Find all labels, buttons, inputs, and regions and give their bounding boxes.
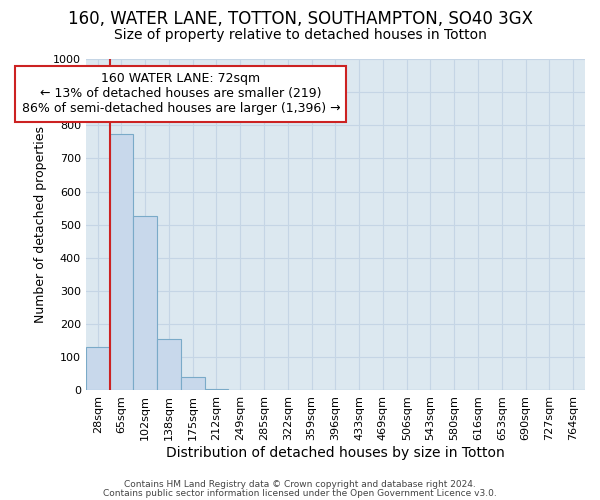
Bar [205, 389, 229, 390]
Text: Size of property relative to detached houses in Totton: Size of property relative to detached ho… [113, 28, 487, 42]
Text: 160 WATER LANE: 72sqm
← 13% of detached houses are smaller (219)
86% of semi-det: 160 WATER LANE: 72sqm ← 13% of detached … [22, 72, 340, 116]
Bar [157, 339, 181, 390]
Bar [133, 216, 157, 390]
Text: Contains HM Land Registry data © Crown copyright and database right 2024.: Contains HM Land Registry data © Crown c… [124, 480, 476, 489]
X-axis label: Distribution of detached houses by size in Totton: Distribution of detached houses by size … [166, 446, 505, 460]
Y-axis label: Number of detached properties: Number of detached properties [34, 126, 47, 323]
Bar [181, 377, 205, 390]
Text: 160, WATER LANE, TOTTON, SOUTHAMPTON, SO40 3GX: 160, WATER LANE, TOTTON, SOUTHAMPTON, SO… [67, 10, 533, 28]
Bar [86, 348, 110, 391]
Bar [110, 134, 133, 390]
Text: Contains public sector information licensed under the Open Government Licence v3: Contains public sector information licen… [103, 488, 497, 498]
